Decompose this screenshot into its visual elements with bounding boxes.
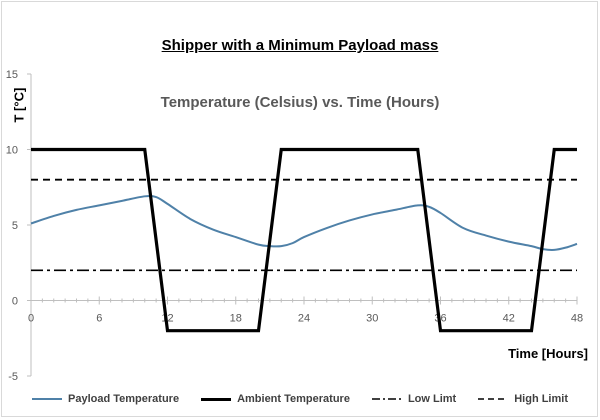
- legend-item-ambient: Ambient Temperature: [201, 393, 350, 405]
- legend-item-low: Low Limt: [371, 393, 457, 405]
- x-tick-label: 18: [230, 313, 242, 325]
- legend-label-ambient: Ambient Temperature: [237, 393, 350, 405]
- y-tick-label: 5: [12, 220, 18, 232]
- series-line-ambient-temperature: [31, 147, 577, 333]
- y-tick-label: 10: [6, 145, 18, 157]
- chart-title: Shipper with a Minimum Payload mass: [161, 37, 439, 54]
- legend-swatch-low: [371, 398, 402, 400]
- chart-subtitle: Temperature (Celsius) vs. Time (Hours): [160, 94, 440, 111]
- series-line-payload-temperature: [30, 194, 578, 251]
- legend-item-high: High Limit: [478, 393, 568, 405]
- x-axis-label: Time [Hours]: [508, 346, 588, 361]
- y-tick-label: 15: [6, 69, 18, 81]
- y-tick-label: -5: [8, 371, 18, 383]
- legend-label-high: High Limit: [514, 393, 568, 405]
- legend-swatch-high: [478, 398, 509, 400]
- legend-swatch-payload: [32, 398, 62, 400]
- x-tick-label: 0: [28, 313, 34, 325]
- x-tick-label: 42: [503, 313, 515, 325]
- legend: Payload Temperature Ambient Temperature …: [0, 393, 600, 405]
- x-tick-label: 6: [96, 313, 102, 325]
- y-tick-label: 0: [12, 296, 18, 308]
- legend-swatch-ambient: [201, 397, 232, 401]
- legend-label-payload: Payload Temperature: [68, 393, 180, 405]
- x-tick-label: 24: [298, 313, 310, 325]
- legend-label-low: Low Limt: [407, 393, 457, 405]
- x-tick-label: 30: [366, 313, 378, 325]
- x-tick-label: 48: [571, 313, 583, 325]
- legend-item-payload: Payload Temperature: [32, 393, 179, 405]
